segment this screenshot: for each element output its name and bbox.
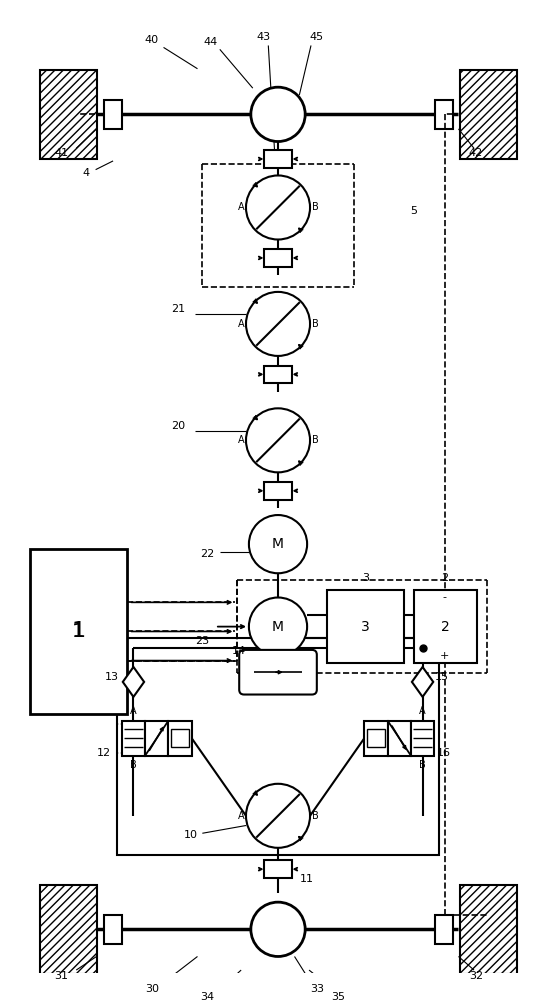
Text: A: A: [130, 706, 137, 716]
Text: 45: 45: [310, 32, 324, 42]
Text: A: A: [238, 202, 245, 212]
Bar: [435, 100, 453, 129]
Bar: [265, 249, 292, 267]
Bar: [411, 721, 434, 756]
Bar: [145, 721, 168, 756]
Bar: [435, 915, 453, 944]
Text: 43: 43: [256, 32, 271, 42]
Bar: [461, 885, 517, 974]
Text: A: A: [238, 319, 245, 329]
Text: B: B: [419, 760, 426, 770]
Text: B: B: [311, 202, 318, 212]
Text: 12: 12: [97, 748, 111, 758]
Bar: [117, 638, 439, 855]
Text: 22: 22: [200, 549, 214, 559]
Text: M: M: [272, 537, 284, 551]
Text: 44: 44: [203, 37, 217, 47]
Text: 15: 15: [435, 672, 449, 682]
Text: 42: 42: [469, 148, 483, 158]
Text: 21: 21: [171, 304, 185, 314]
Text: 3: 3: [362, 573, 369, 583]
Circle shape: [246, 408, 310, 472]
Text: 33: 33: [310, 984, 324, 994]
Text: 10: 10: [184, 830, 198, 840]
Text: -: -: [443, 593, 447, 603]
Text: 30: 30: [145, 984, 159, 994]
Text: 34: 34: [200, 992, 214, 1000]
Text: 2: 2: [441, 620, 449, 634]
Polygon shape: [123, 667, 144, 697]
Text: B: B: [311, 435, 318, 445]
Circle shape: [251, 87, 305, 142]
Text: A: A: [238, 435, 245, 445]
Bar: [388, 721, 411, 756]
Bar: [40, 885, 96, 974]
Bar: [122, 721, 145, 756]
Bar: [172, 729, 189, 747]
Bar: [168, 721, 192, 756]
Text: 1: 1: [72, 622, 84, 641]
Bar: [40, 70, 96, 159]
Circle shape: [246, 175, 310, 240]
Bar: [326, 590, 404, 663]
Bar: [265, 482, 292, 500]
Text: 16: 16: [437, 748, 451, 758]
Bar: [265, 860, 292, 878]
Text: 1: 1: [71, 621, 85, 641]
Text: A: A: [419, 706, 426, 716]
Bar: [414, 590, 477, 663]
Text: 11: 11: [300, 874, 314, 884]
Circle shape: [249, 598, 307, 656]
Circle shape: [246, 784, 310, 848]
Text: B: B: [311, 811, 318, 821]
FancyBboxPatch shape: [239, 650, 317, 695]
Bar: [30, 549, 126, 714]
Text: B: B: [311, 319, 318, 329]
Text: 35: 35: [331, 992, 345, 1000]
Text: A: A: [238, 811, 245, 821]
Bar: [265, 366, 292, 383]
Text: 13: 13: [105, 672, 119, 682]
Text: 2: 2: [441, 573, 448, 583]
Text: 31: 31: [55, 971, 69, 981]
Bar: [367, 729, 385, 747]
Text: B: B: [130, 760, 137, 770]
Bar: [104, 915, 122, 944]
Text: 3: 3: [361, 620, 370, 634]
Text: 40: 40: [145, 35, 159, 45]
Text: 41: 41: [55, 148, 69, 158]
Text: 14: 14: [232, 646, 246, 656]
Text: +: +: [440, 651, 449, 661]
Bar: [104, 100, 122, 129]
Text: 32: 32: [469, 971, 483, 981]
Polygon shape: [412, 667, 433, 697]
Circle shape: [251, 902, 305, 956]
Bar: [461, 70, 517, 159]
Text: 23: 23: [196, 636, 209, 646]
Text: 4: 4: [82, 168, 90, 178]
Circle shape: [249, 515, 307, 573]
Text: M: M: [272, 620, 284, 634]
Bar: [364, 721, 388, 756]
Circle shape: [246, 292, 310, 356]
Text: 5: 5: [411, 206, 417, 216]
Text: 20: 20: [171, 421, 185, 431]
Bar: [265, 150, 292, 168]
